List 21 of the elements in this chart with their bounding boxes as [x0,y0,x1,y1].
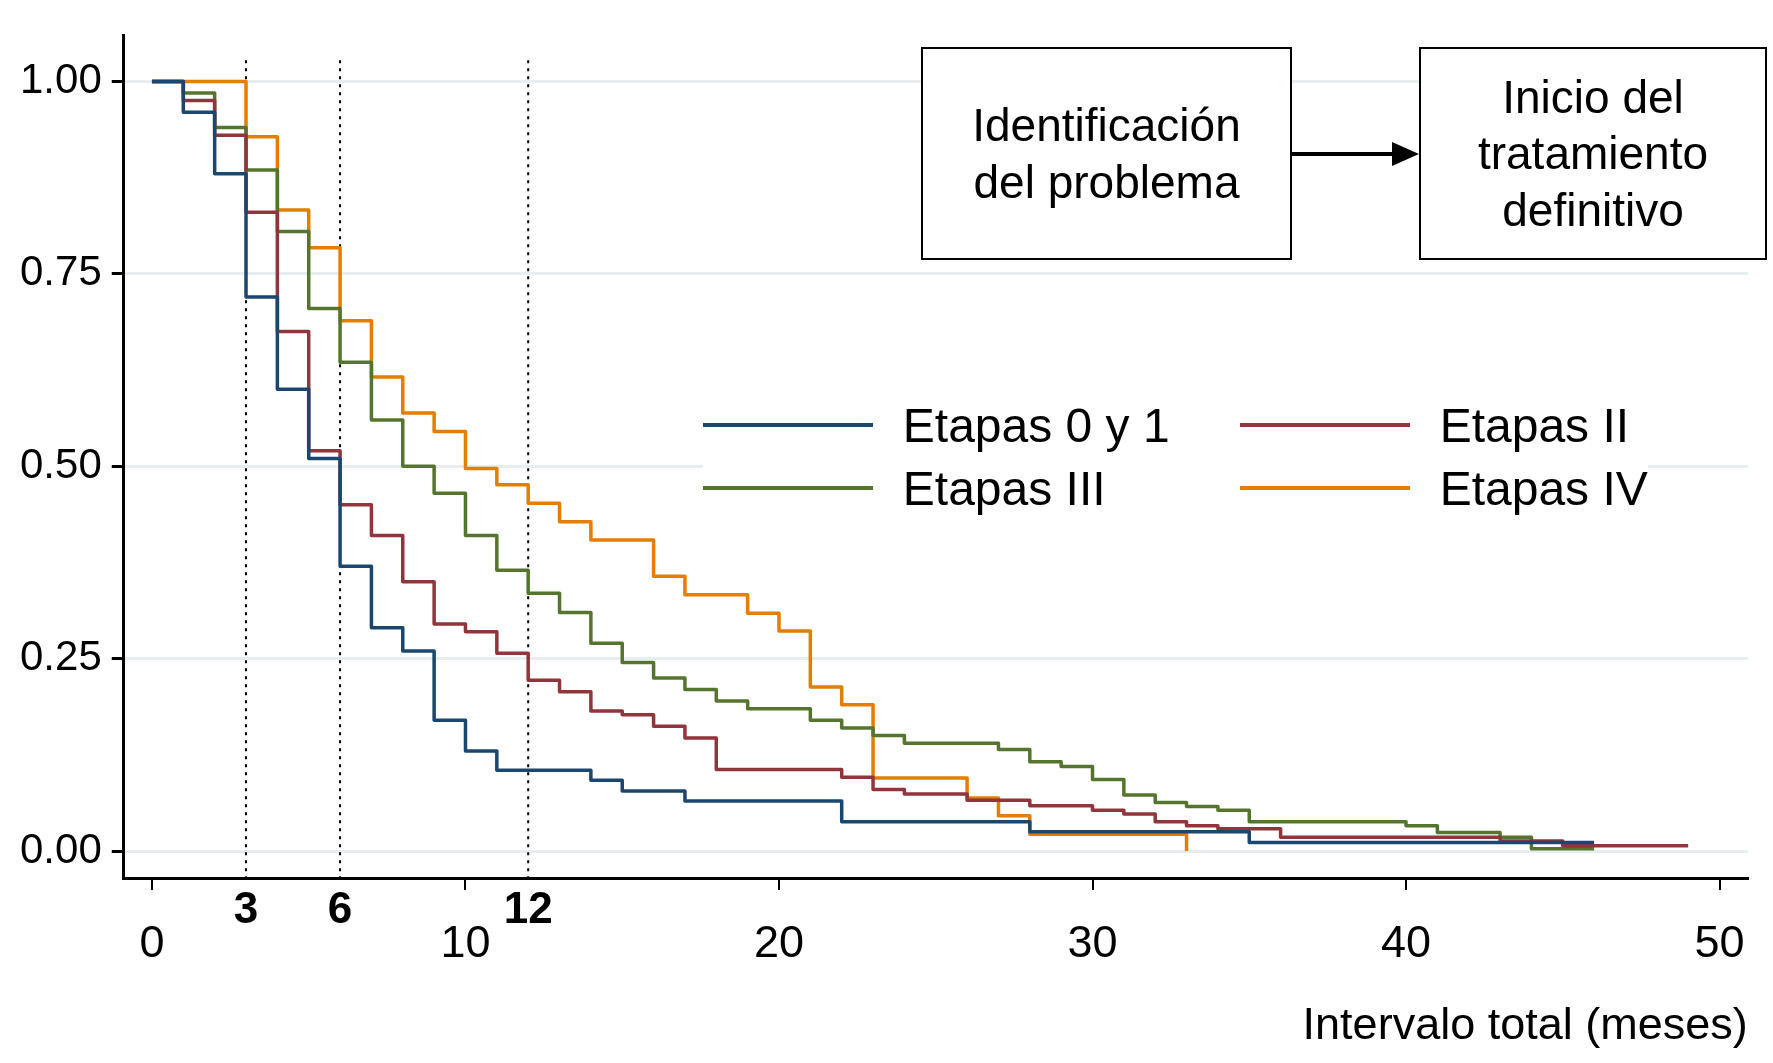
x-tick-label: 30 [1067,916,1118,968]
y-tick-label: 0.25 [19,632,102,680]
y-tick-label: 0.50 [19,439,102,487]
text-box: Identificación del problema [921,47,1292,260]
legend-label: Etapas II [1439,397,1630,453]
x-axis-title: Intervalo total (meses) [1302,998,1748,1050]
legend-label: Etapas III [902,460,1106,516]
ref-line-label: 3 [233,883,259,933]
ref-line-label: 6 [327,883,353,933]
y-tick-label: 0.00 [19,824,102,872]
legend-label: Etapas 0 y 1 [902,397,1170,453]
y-tick-label: 1.00 [19,54,102,102]
legend-label: Etapas IV [1439,460,1648,516]
x-tick-label: 20 [753,916,805,968]
x-tick-label: 40 [1380,916,1432,968]
y-tick-label: 0.75 [19,247,102,295]
x-tick-label: 50 [1694,916,1745,968]
ref-line-label: 12 [503,883,553,933]
text-box: Inicio del tratamiento definitivo [1419,47,1767,260]
x-tick-label: 0 [139,916,165,968]
x-tick-label: 10 [440,916,491,968]
